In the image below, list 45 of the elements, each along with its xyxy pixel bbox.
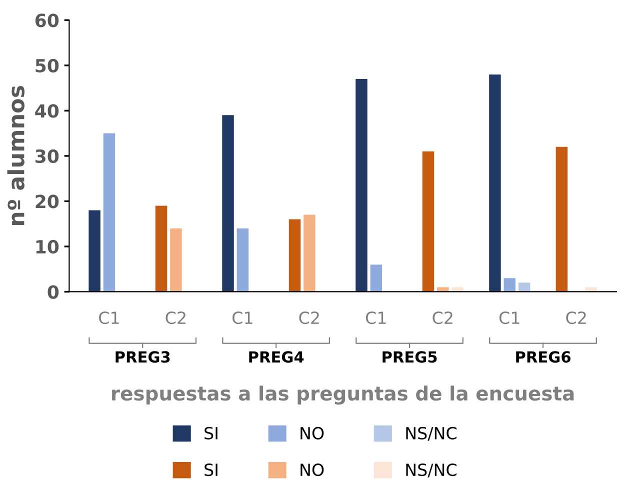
text: PREG6 <box>516 351 570 363</box>
y-tick-label: 20 <box>36 194 59 208</box>
y-tick-label: 10 <box>36 240 59 254</box>
x-tick-label: C2 <box>432 311 452 324</box>
bar <box>222 115 234 292</box>
legend-label: SI <box>204 464 218 476</box>
bar <box>518 282 530 292</box>
bar <box>236 228 249 292</box>
x-tick-label: C1 <box>232 311 252 324</box>
y-tick-label: 0 <box>48 285 59 299</box>
legend-label: NS/NC <box>406 464 456 478</box>
text: PREG5 <box>382 351 437 363</box>
x-tick-label: C1 <box>499 311 520 324</box>
legend-label: NO <box>300 426 324 440</box>
x-tick-label: C1 <box>366 311 386 324</box>
bar <box>170 228 182 292</box>
bar <box>304 214 316 292</box>
x-tick-label: C1 <box>99 311 119 324</box>
y-axis-title: nº alumnos <box>7 86 24 226</box>
bar <box>556 146 568 292</box>
bar <box>452 287 464 292</box>
bar <box>504 278 516 292</box>
y-tick-label: 30 <box>36 149 59 164</box>
bar <box>437 287 449 292</box>
bar <box>422 151 434 292</box>
bar <box>370 264 382 292</box>
legend-label: NS/NC <box>406 426 456 441</box>
text: PREG4 <box>249 351 304 363</box>
bar <box>585 287 597 292</box>
legend-label: NO <box>300 464 324 476</box>
y-tick-label: 60 <box>35 14 59 28</box>
x-axis-title: respuestas a las preguntas de la encuesta <box>112 386 574 405</box>
bar <box>489 74 501 292</box>
x-tick-label: C2 <box>299 311 319 324</box>
text: PREG3 <box>116 351 170 363</box>
bar <box>155 206 168 292</box>
bar <box>103 133 116 292</box>
y-tick-label: 40 <box>35 104 59 118</box>
bar <box>356 78 368 292</box>
x-tick-label: C2 <box>166 311 186 324</box>
y-tick-label: 50 <box>36 58 59 73</box>
x-tick-label: C2 <box>566 311 586 324</box>
bar <box>88 210 100 292</box>
bar <box>288 219 301 292</box>
legend-label: SI <box>204 426 218 440</box>
